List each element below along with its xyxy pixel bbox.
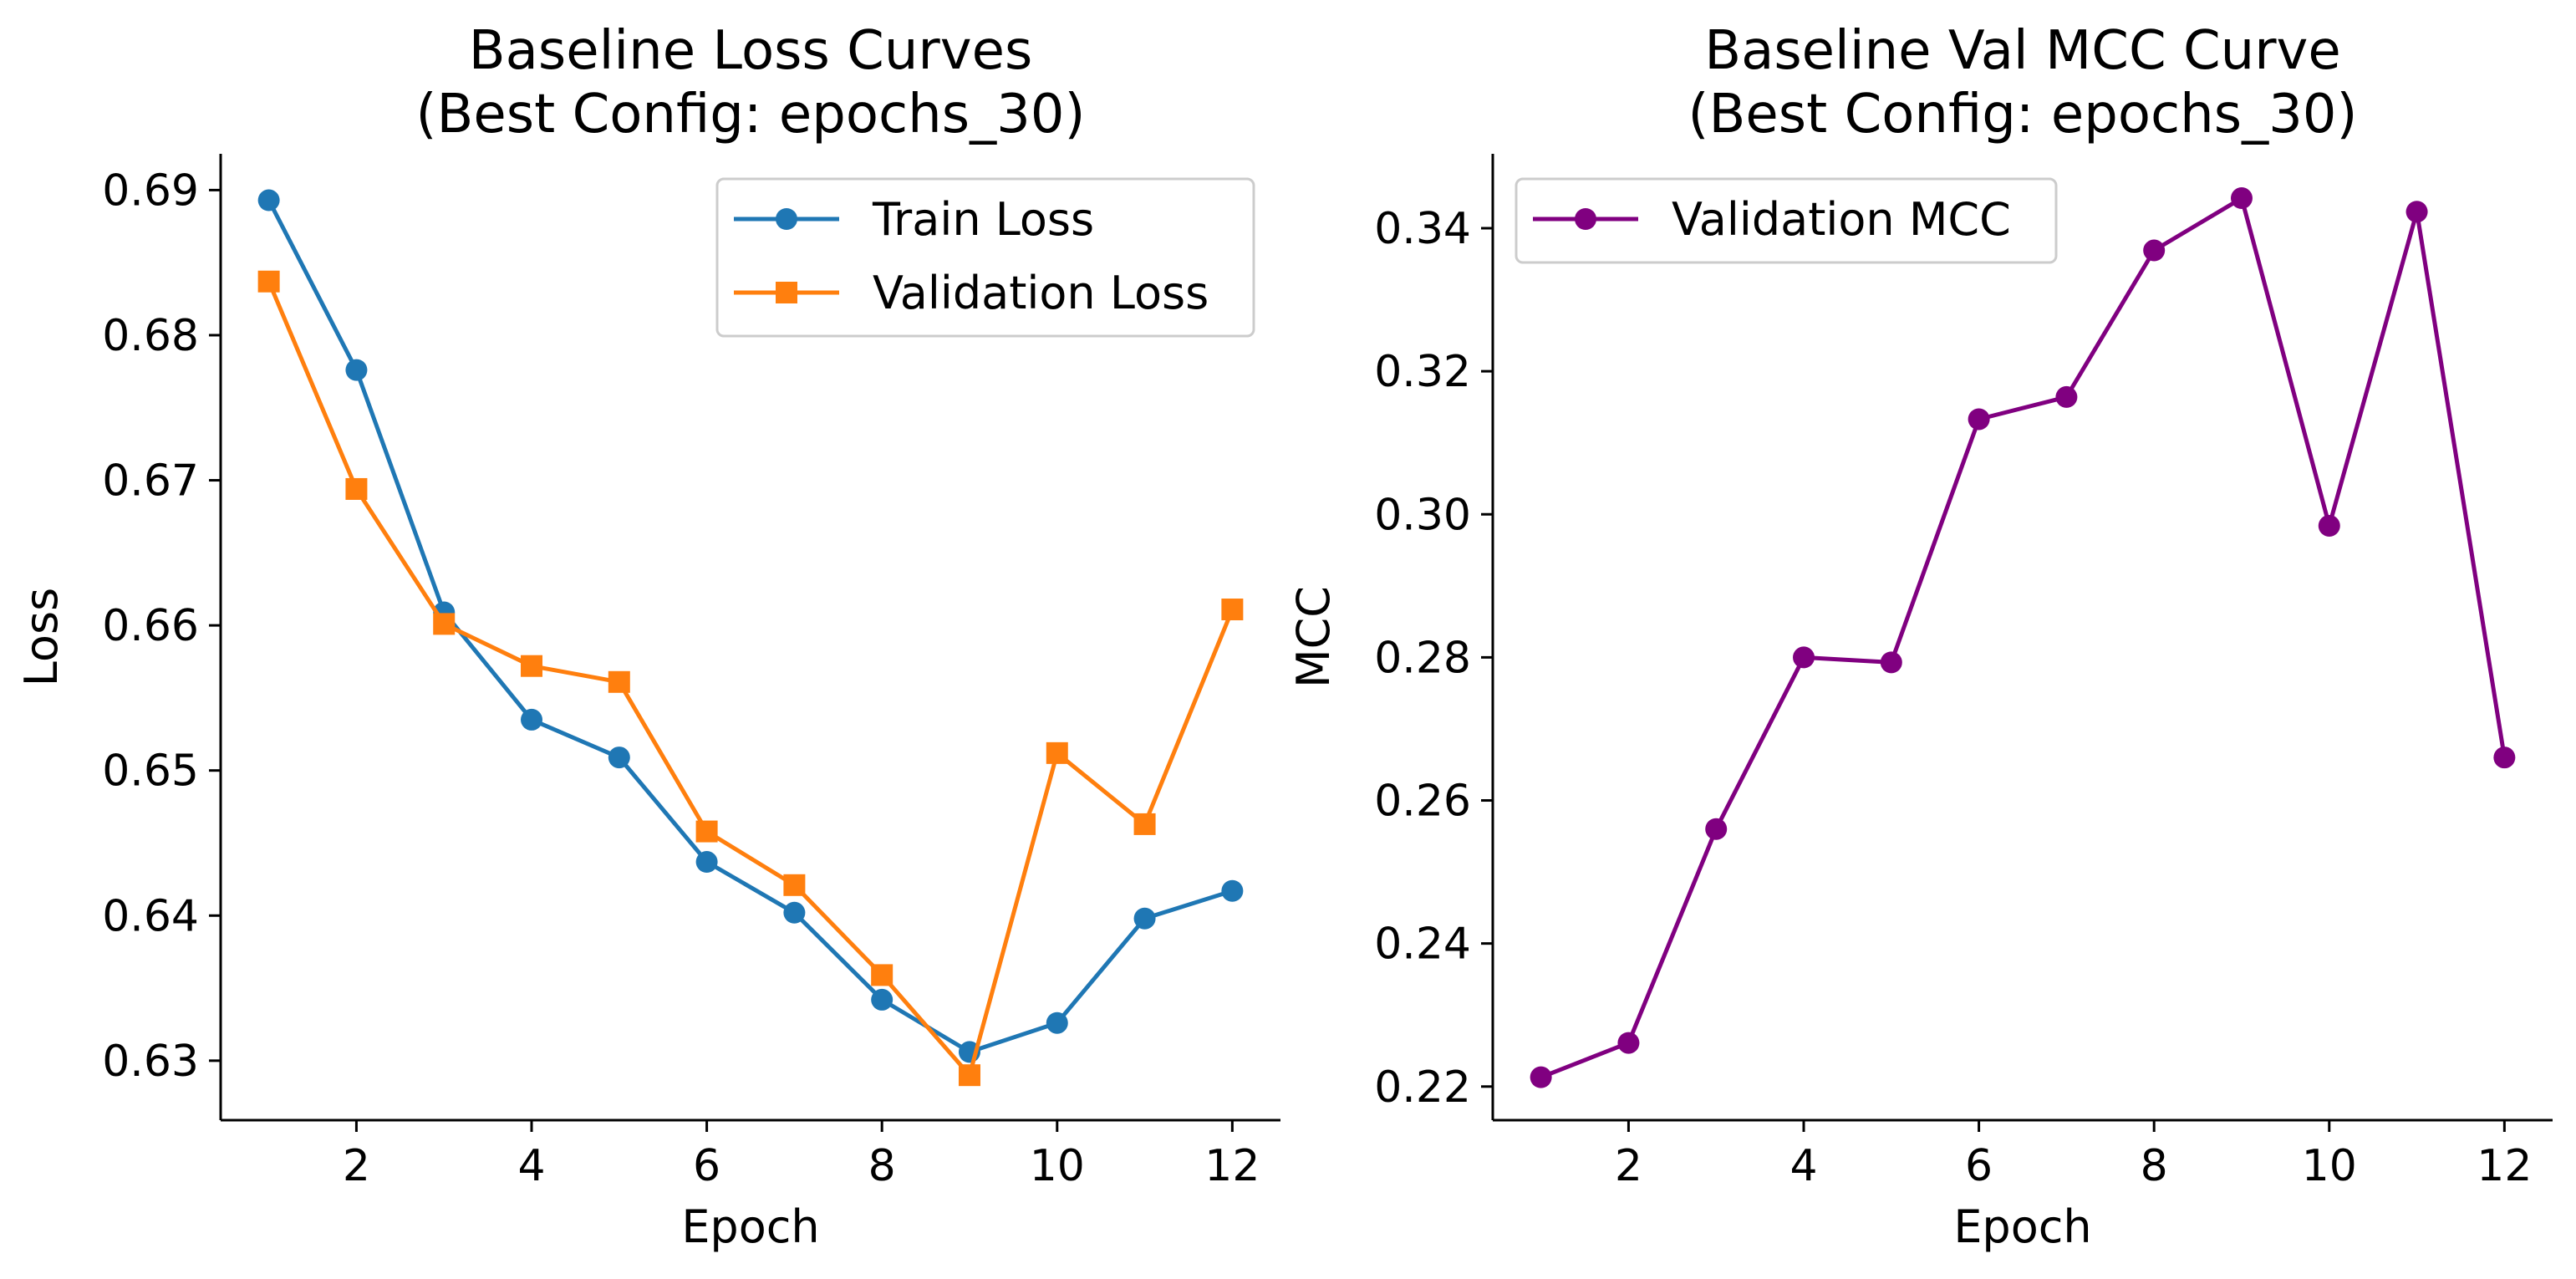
y-tick-label: 0.64 (102, 891, 199, 941)
x-tick-label: 10 (2302, 1141, 2357, 1191)
x-tick-label: 4 (517, 1141, 545, 1191)
x-axis-label: Epoch (681, 1200, 819, 1253)
series-line-validation-mcc (1540, 196, 2507, 1080)
mcc-chart-panel: Baseline Val MCC Curve(Best Config: epoc… (1287, 20, 2553, 1253)
x-tick-label: 10 (1030, 1141, 1085, 1191)
data-point (345, 477, 368, 500)
data-point (1133, 813, 1156, 835)
legend-label: Validation MCC (1672, 193, 2011, 246)
data-point (783, 874, 806, 896)
y-tick-label: 0.30 (1374, 490, 1471, 540)
data-point (608, 670, 630, 693)
legend-box (715, 177, 1255, 338)
y-axis-label: Loss (15, 588, 68, 686)
x-tick-label: 12 (2477, 1141, 2532, 1191)
x-tick-label: 2 (343, 1141, 370, 1191)
data-point (521, 708, 543, 731)
data-point (433, 613, 456, 635)
legend-box (1515, 177, 2058, 264)
data-point (871, 988, 893, 1011)
data-point (783, 901, 806, 924)
data-point (1133, 907, 1156, 930)
y-tick-label: 0.69 (102, 166, 199, 216)
y-tick-label: 0.66 (102, 601, 199, 651)
data-point (257, 270, 280, 293)
legend-marker (776, 282, 797, 303)
x-tick-label: 2 (1615, 1141, 1642, 1191)
x-tick-label: 8 (868, 1141, 896, 1191)
x-tick-label: 12 (1204, 1141, 1260, 1191)
data-point (1880, 651, 1902, 674)
x-tick-label: 6 (1965, 1141, 1993, 1191)
y-tick-label: 0.28 (1374, 633, 1471, 683)
chart-title-line-1: Baseline Val MCC Curve (1704, 20, 2341, 82)
x-tick-label: 6 (693, 1141, 720, 1191)
data-point (1221, 879, 1244, 902)
data-point (521, 655, 543, 677)
series-line-validation-loss (267, 280, 1235, 1078)
series-line-train-loss (267, 199, 1234, 1054)
legend-marker (1575, 208, 1596, 230)
data-point (1793, 646, 1815, 669)
y-tick-label: 0.22 (1374, 1062, 1471, 1113)
loss-chart-panel: Baseline Loss Curves(Best Config: epochs… (15, 20, 1280, 1253)
y-tick-label: 0.67 (102, 456, 199, 507)
chart-title-line-2: (Best Config: epochs_30) (1688, 84, 2358, 145)
y-axis-label: MCC (1287, 586, 1340, 688)
x-axis-label: Epoch (1953, 1200, 2091, 1253)
data-point (2493, 747, 2516, 769)
data-point (2405, 201, 2428, 223)
data-point (1968, 408, 1990, 431)
data-point (1046, 741, 1068, 764)
data-point (2143, 239, 2166, 262)
data-point (1617, 1032, 1640, 1054)
data-point (695, 820, 718, 843)
y-tick-label: 0.24 (1374, 920, 1471, 970)
data-point (608, 747, 630, 769)
x-tick-label: 4 (1789, 1141, 1817, 1191)
legend-marker (776, 208, 797, 230)
data-point (871, 964, 893, 986)
data-point (1530, 1066, 1552, 1088)
y-tick-label: 0.63 (102, 1037, 199, 1087)
data-point (1046, 1011, 1068, 1034)
data-point (257, 189, 280, 211)
chart-title-line-1: Baseline Loss Curves (469, 20, 1033, 82)
y-tick-label: 0.65 (102, 747, 199, 797)
data-point (1705, 818, 1728, 840)
data-point (958, 1064, 980, 1087)
data-point (345, 359, 368, 381)
y-tick-label: 0.68 (102, 311, 199, 361)
y-tick-label: 0.34 (1374, 204, 1471, 254)
data-point (1221, 599, 1244, 621)
data-point (2318, 514, 2340, 537)
y-tick-label: 0.26 (1374, 777, 1471, 827)
legend-label: Validation Loss (873, 267, 1209, 319)
legend-label: Train Loss (872, 193, 1094, 246)
x-tick-label: 8 (2141, 1141, 2168, 1191)
y-tick-label: 0.32 (1374, 347, 1471, 397)
chart-title-line-2: (Best Config: epochs_30) (416, 84, 1086, 145)
data-point (695, 851, 718, 874)
data-point (2055, 385, 2078, 408)
data-point (2230, 187, 2253, 210)
